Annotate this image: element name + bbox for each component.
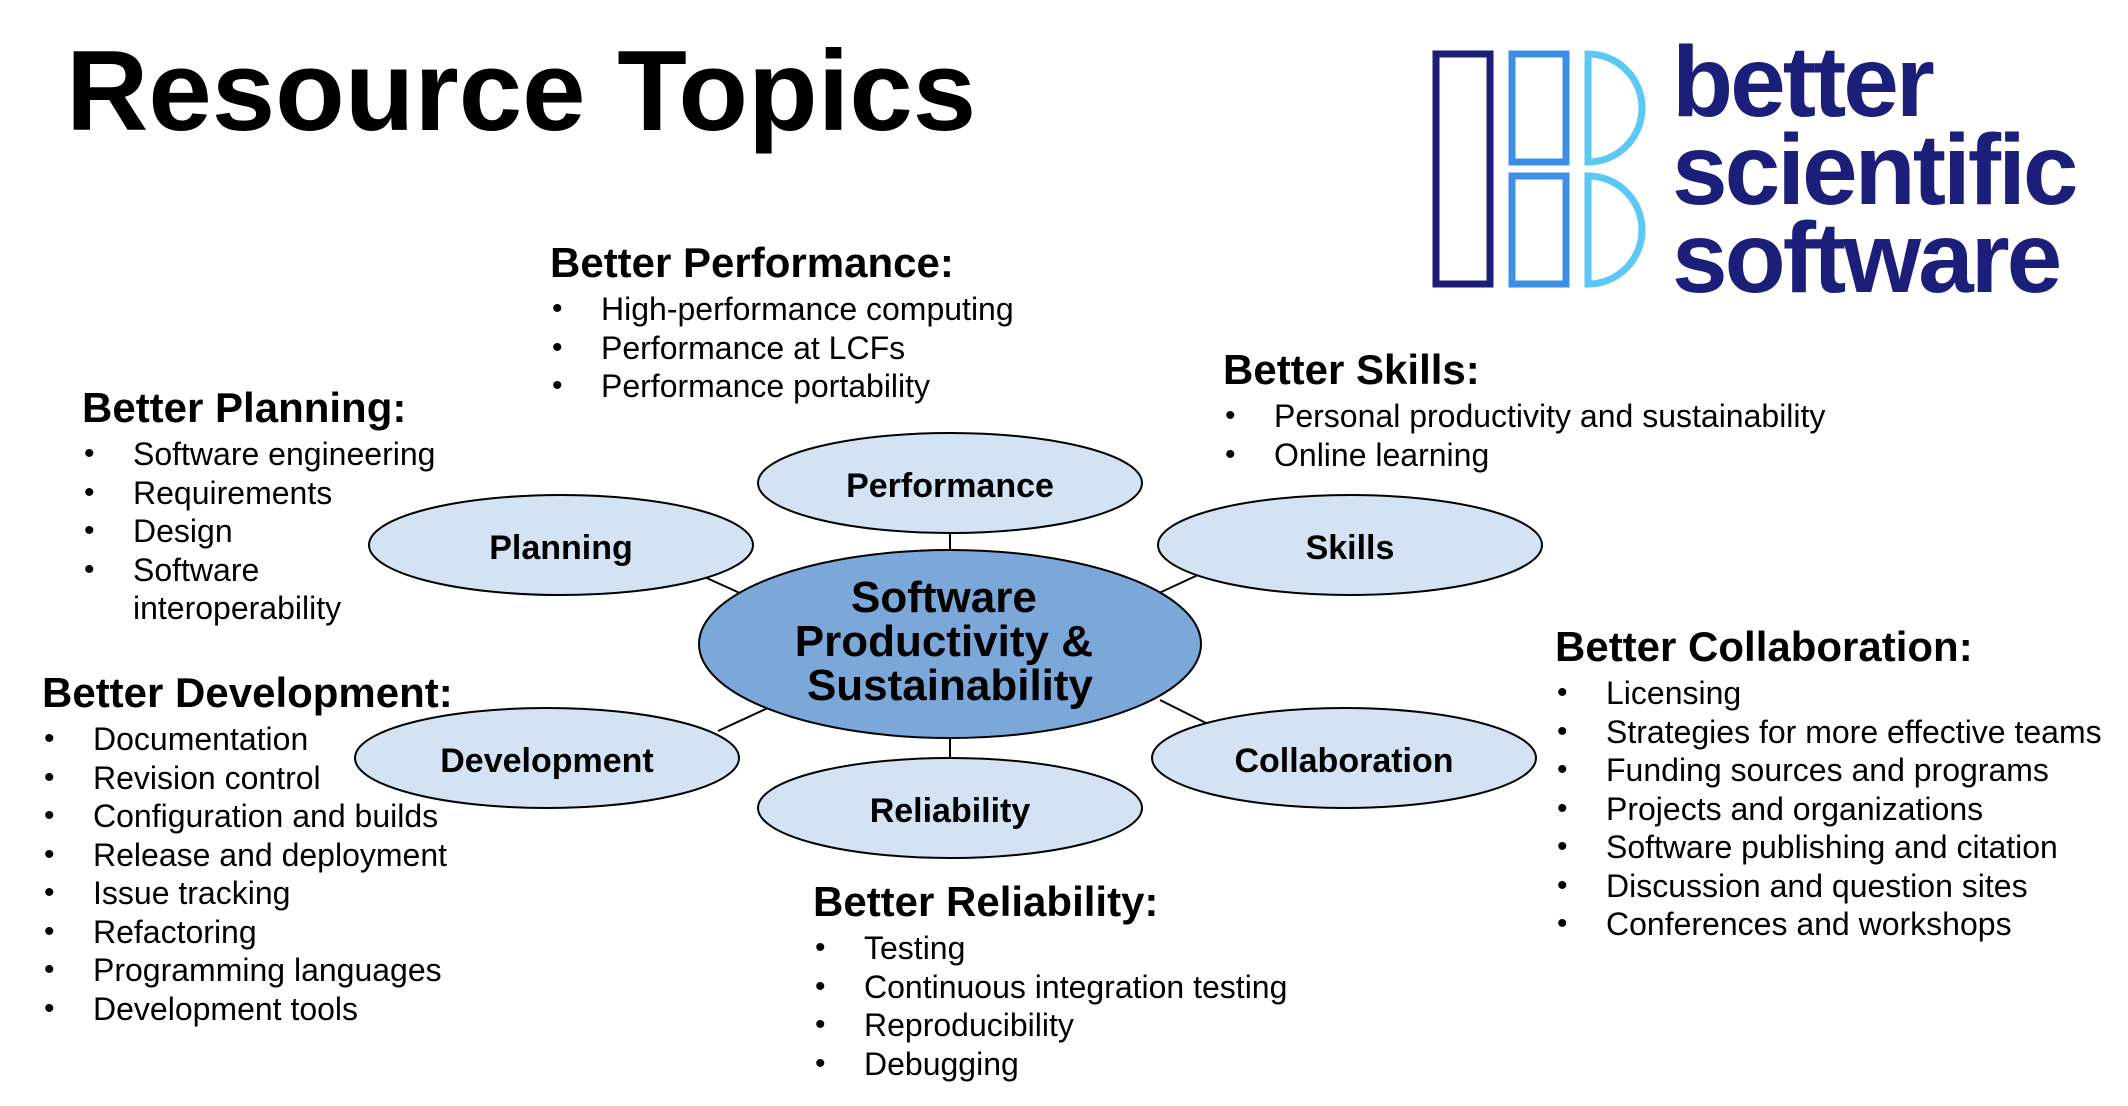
list-item: Issue tracking	[42, 874, 502, 913]
list-item: Revision control	[42, 759, 502, 798]
bssw-logo-icon	[1432, 50, 1646, 288]
list-item: Performance at LCFs	[550, 329, 1070, 368]
node-collaboration	[1151, 707, 1537, 809]
connector-collaboration	[1159, 699, 1209, 725]
list-item: Reproducibility	[813, 1006, 1333, 1045]
list-item: Software interoperability	[82, 551, 363, 628]
node-center-label: Software Productivity & Sustainability	[795, 573, 1106, 710]
topic-list: Software engineering Requirements Design…	[82, 435, 452, 628]
list-item: High-performance computing	[550, 290, 1070, 329]
list-item: Conferences and workshops	[1555, 905, 2115, 944]
logo-line-scientific: scientific	[1672, 114, 2078, 226]
list-item: Online learning	[1223, 436, 1863, 475]
topic-list: High-performance computing Performance a…	[550, 290, 1070, 406]
topic-heading: Better Collaboration:	[1555, 623, 1973, 670]
logo-wordmark: better scientific software	[1672, 26, 2078, 314]
center-line-1: Software	[851, 573, 1037, 622]
topic-list: Testing Continuous integration testing R…	[813, 929, 1333, 1083]
topic-heading: Better Development:	[42, 669, 453, 716]
topic-heading: Better Planning:	[82, 384, 407, 431]
list-item: Projects and organizations	[1555, 790, 2115, 829]
topic-skills: Better Skills: Personal productivity and…	[1223, 345, 1863, 474]
logo-line-better: better	[1672, 26, 1935, 138]
topic-performance: Better Performance: High-performance com…	[550, 238, 1070, 406]
list-item: Release and deployment	[42, 836, 502, 875]
list-item: Documentation	[42, 720, 502, 759]
node-center	[698, 549, 1202, 739]
topic-list: Documentation Revision control Configura…	[42, 720, 502, 1028]
list-item: Personal productivity and sustainability	[1223, 397, 1863, 436]
node-performance	[757, 432, 1143, 534]
list-item: Requirements	[82, 474, 452, 513]
list-item: Performance portability	[550, 367, 1070, 406]
node-skills-label: Skills	[1306, 529, 1395, 567]
center-line-3: Sustainability	[807, 661, 1094, 710]
list-item: Licensing	[1555, 674, 2115, 713]
logo-bar-mid-bottom	[1508, 172, 1570, 288]
node-reliability-label: Reliability	[870, 792, 1031, 830]
list-item: Strategies for more effective teams	[1555, 713, 2115, 752]
topic-list: Personal productivity and sustainability…	[1223, 397, 1863, 474]
topic-reliability: Better Reliability: Testing Continuous i…	[813, 877, 1333, 1083]
center-line-2: Productivity &	[795, 617, 1093, 666]
logo-line-software: software	[1672, 202, 2062, 314]
topic-heading: Better Performance:	[550, 239, 954, 286]
list-item: Funding sources and programs	[1555, 751, 2115, 790]
list-item: Discussion and question sites	[1555, 867, 2115, 906]
topic-planning: Better Planning: Software engineering Re…	[82, 383, 452, 628]
page-title: Resource Topics	[66, 28, 977, 155]
list-item: Software publishing and citation	[1555, 828, 2115, 867]
list-item: Development tools	[42, 990, 502, 1029]
connector-skills	[1156, 573, 1201, 595]
logo-arc-top	[1584, 50, 1646, 166]
list-item: Testing	[813, 929, 1333, 968]
node-performance-label: Performance	[846, 467, 1054, 505]
topic-heading: Better Reliability:	[813, 878, 1159, 925]
list-item: Continuous integration testing	[813, 968, 1333, 1007]
node-collaboration-label: Collaboration	[1234, 742, 1453, 780]
list-item: Debugging	[813, 1045, 1333, 1084]
list-item: Configuration and builds	[42, 797, 502, 836]
topic-development: Better Development: Documentation Revisi…	[42, 668, 502, 1028]
list-item: Refactoring	[42, 913, 502, 952]
logo-arc-bottom	[1584, 172, 1646, 288]
node-skills	[1157, 494, 1543, 596]
connector-development	[717, 706, 771, 732]
node-planning-label: Planning	[489, 529, 633, 567]
list-item: Design	[82, 512, 452, 551]
logo-bar-mid-top	[1508, 50, 1570, 166]
topic-list: Licensing Strategies for more effective …	[1555, 674, 2115, 944]
node-reliability	[757, 757, 1143, 859]
logo-bar-dark	[1432, 50, 1494, 288]
connectors	[699, 533, 1209, 758]
topic-collaboration: Better Collaboration: Licensing Strategi…	[1555, 622, 2115, 944]
list-item: Software engineering	[82, 435, 452, 474]
topic-heading: Better Skills:	[1223, 346, 1480, 393]
list-item: Programming languages	[42, 951, 502, 990]
